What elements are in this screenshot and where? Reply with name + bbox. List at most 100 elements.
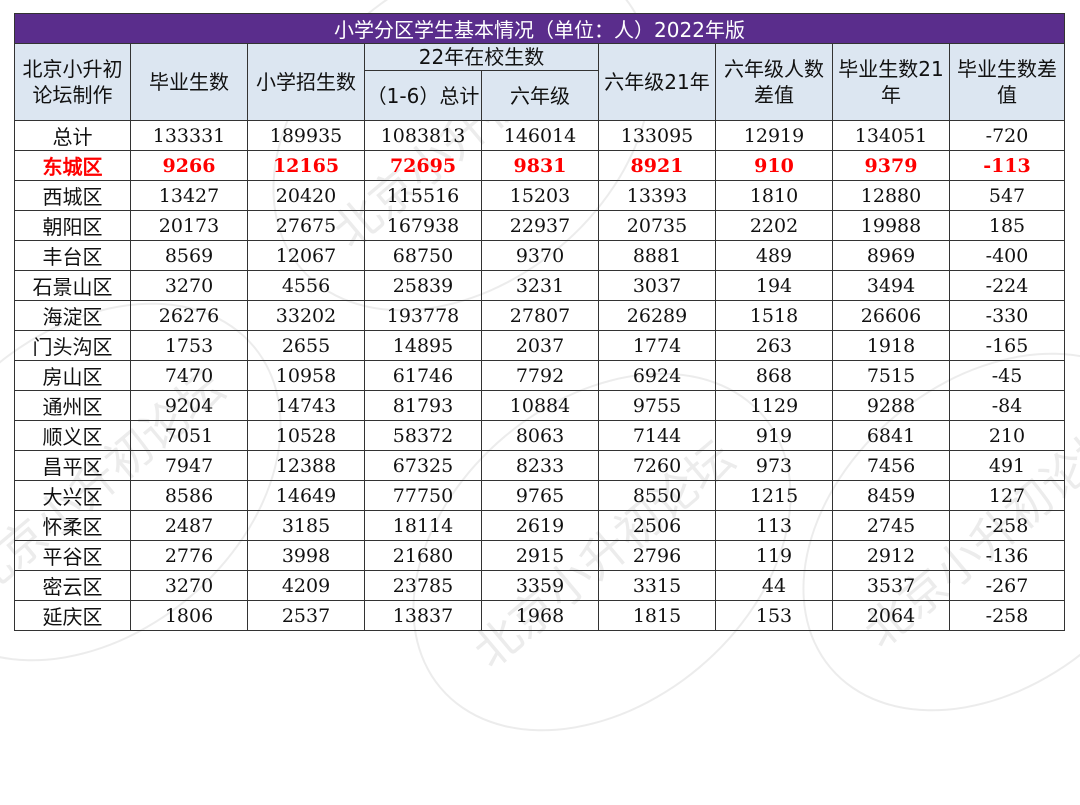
cell-district: 平谷区 [14, 540, 131, 571]
cell-total: 18114 [364, 510, 482, 541]
cell-total: 1083813 [364, 120, 482, 151]
cell-district: 延庆区 [14, 600, 131, 631]
cell-total: 167938 [364, 210, 482, 241]
cell-grads-21: 6841 [832, 420, 950, 451]
cell-district: 房山区 [14, 360, 131, 391]
cell-grade6-diff: 263 [715, 330, 833, 361]
cell-total: 77750 [364, 480, 482, 511]
cell-grade6-21: 3315 [598, 570, 716, 601]
header-grade6-21: 六年级21年 [598, 43, 716, 121]
cell-grads-21: 2745 [832, 510, 950, 541]
cell-grade6: 22937 [481, 210, 599, 241]
cell-total: 115516 [364, 180, 482, 211]
cell-total: 23785 [364, 570, 482, 601]
cell-district: 丰台区 [14, 240, 131, 271]
table-title: 小学分区学生基本情况（单位：人）2022年版 [13, 13, 1066, 44]
cell-grade6-diff: 194 [715, 270, 833, 301]
cell-district: 门头沟区 [14, 330, 131, 361]
cell-grads-21: 12880 [832, 180, 950, 211]
cell-grads: 13427 [130, 180, 248, 211]
cell-grads-diff: 127 [948, 480, 1066, 511]
cell-district: 密云区 [14, 570, 131, 601]
cell-total: 193778 [364, 300, 482, 331]
table-row: 顺义区 7051 10528 58372 8063 7144 919 6841 210 [14, 420, 1066, 451]
cell-enroll: 3185 [247, 510, 365, 541]
table-row: 大兴区 8586 14649 77750 9765 8550 1215 8459 127 [14, 480, 1066, 511]
cell-total: 21680 [364, 540, 482, 571]
total-row: 总计 133331 189935 1083813 146014 133095 12919 13… [14, 120, 1066, 151]
cell-grads-diff: -45 [948, 360, 1066, 391]
cell-grade6: 9370 [481, 240, 599, 271]
cell-enroll: 14649 [247, 480, 365, 511]
cell-grads: 1806 [130, 600, 248, 631]
cell-grade6-diff: 1215 [715, 480, 833, 511]
cell-grads-21: 7515 [832, 360, 950, 391]
header-grads-21: 毕业生数21年 [832, 43, 950, 121]
table-row: 海淀区 26276 33202 193778 27807 26289 1518 26606 -3… [14, 300, 1066, 331]
cell-grade6-21: 7260 [598, 450, 716, 481]
cell-grads-diff: -267 [948, 570, 1066, 601]
table-row: 丰台区 8569 12067 68750 9370 8881 489 8969 -400 [14, 240, 1066, 271]
cell-grade6-21: 8550 [598, 480, 716, 511]
cell-grade6-21: 1815 [598, 600, 716, 631]
table-row: 门头沟区 1753 2655 14895 2037 1774 263 1918 -165 [14, 330, 1066, 361]
cell-district: 石景山区 [14, 270, 131, 301]
cell-grade6-21: 13393 [598, 180, 716, 211]
cell-grads-diff: -258 [948, 600, 1066, 631]
cell-grade6: 2915 [481, 540, 599, 571]
cell-grads: 2487 [130, 510, 248, 541]
cell-district: 西城区 [14, 180, 131, 211]
cell-enroll: 2655 [247, 330, 365, 361]
table-row: 平谷区 2776 3998 21680 2915 2796 119 2912 -136 [14, 540, 1066, 571]
header-grads-diff: 毕业生数差值 [948, 43, 1066, 121]
cell-grade6: 146014 [481, 120, 599, 151]
cell-grads-21: 3494 [832, 270, 950, 301]
cell-enroll: 12067 [247, 240, 365, 271]
table-row: 怀柔区 2487 3185 18114 2619 2506 113 2745 -258 [14, 510, 1066, 541]
cell-grade6-21: 6924 [598, 360, 716, 391]
cell-grade6-21: 1774 [598, 330, 716, 361]
cell-grads-diff: -330 [948, 300, 1066, 331]
cell-total: 13837 [364, 600, 482, 631]
cell-grads: 133331 [130, 120, 248, 151]
cell-grade6-21: 2796 [598, 540, 716, 571]
cell-district: 东城区 [14, 150, 131, 181]
cell-grads: 3270 [130, 270, 248, 301]
table-row: 昌平区 7947 12388 67325 8233 7260 973 7456 491 [14, 450, 1066, 481]
cell-grads-21: 8969 [832, 240, 950, 271]
cell-total: 61746 [364, 360, 482, 391]
cell-grads: 7051 [130, 420, 248, 451]
cell-enroll: 4556 [247, 270, 365, 301]
cell-grade6-21: 3037 [598, 270, 716, 301]
cell-grade6-21: 2506 [598, 510, 716, 541]
header-grade6-diff: 六年级人数差值 [715, 43, 833, 121]
cell-grads: 26276 [130, 300, 248, 331]
cell-grads: 7470 [130, 360, 248, 391]
cell-enroll: 10958 [247, 360, 365, 391]
cell-grads-21: 9379 [832, 150, 950, 181]
table-row: 延庆区 1806 2537 13837 1968 1815 153 2064 -258 [14, 600, 1066, 631]
cell-grads-diff: -113 [948, 150, 1066, 181]
cell-enroll: 4209 [247, 570, 365, 601]
cell-grade6: 9765 [481, 480, 599, 511]
cell-grade6-21: 8881 [598, 240, 716, 271]
cell-grads: 1753 [130, 330, 248, 361]
cell-grade6: 10884 [481, 390, 599, 421]
cell-total: 67325 [364, 450, 482, 481]
table-row: 朝阳区 20173 27675 167938 22937 20735 2202 19988 18… [14, 210, 1066, 241]
cell-total: 68750 [364, 240, 482, 271]
cell-district: 大兴区 [14, 480, 131, 511]
cell-grade6-diff: 2202 [715, 210, 833, 241]
cell-grads: 9204 [130, 390, 248, 421]
cell-grads-diff: -720 [948, 120, 1066, 151]
cell-grade6-21: 20735 [598, 210, 716, 241]
cell-district: 顺义区 [14, 420, 131, 451]
cell-grade6: 2619 [481, 510, 599, 541]
cell-district: 昌平区 [14, 450, 131, 481]
table-row: 密云区 3270 4209 23785 3359 3315 44 3537 -267 [14, 570, 1066, 601]
header-total: （1-6）总计 [364, 70, 482, 121]
cell-grade6-diff: 868 [715, 360, 833, 391]
cell-grads-diff: 491 [948, 450, 1066, 481]
cell-grade6-diff: 12919 [715, 120, 833, 151]
table-row: 西城区 13427 20420 115516 15203 13393 1810 12880 54… [14, 180, 1066, 211]
